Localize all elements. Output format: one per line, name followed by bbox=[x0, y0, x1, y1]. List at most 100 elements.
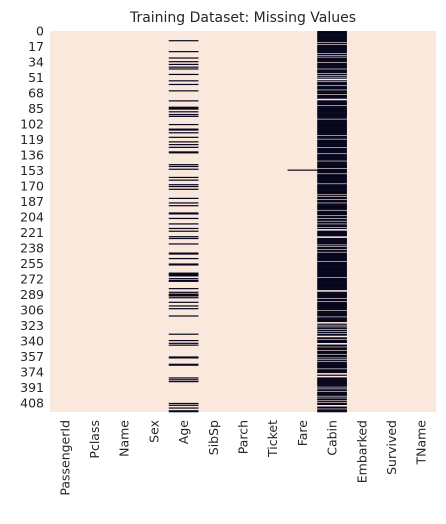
missing-cell bbox=[317, 250, 347, 252]
missing-cell bbox=[317, 144, 347, 146]
missing-cell bbox=[168, 129, 199, 131]
missing-cell bbox=[317, 111, 347, 113]
missing-cell bbox=[317, 58, 347, 60]
missing-cell bbox=[317, 280, 347, 282]
x-tick-label: TName bbox=[414, 420, 429, 466]
missing-cell bbox=[317, 401, 347, 403]
missing-cell bbox=[317, 292, 347, 294]
missing-cell bbox=[317, 121, 347, 123]
missing-cell bbox=[317, 264, 347, 266]
missing-cell bbox=[168, 257, 199, 260]
missing-cell bbox=[317, 164, 347, 166]
missing-cell bbox=[317, 203, 347, 205]
y-tick-label: 340 bbox=[20, 333, 44, 348]
plot-area bbox=[50, 31, 436, 413]
missing-cell bbox=[168, 73, 199, 76]
missing-cell bbox=[317, 60, 347, 62]
missing-cell bbox=[317, 253, 347, 255]
missing-cell bbox=[317, 381, 347, 384]
missing-cell bbox=[317, 318, 347, 320]
missing-cell bbox=[317, 303, 347, 305]
missing-cell bbox=[317, 362, 347, 364]
missing-cell bbox=[317, 149, 347, 151]
missing-cell bbox=[168, 179, 199, 181]
missing-cell bbox=[317, 319, 347, 321]
missing-cell bbox=[317, 151, 347, 153]
missing-cell bbox=[317, 133, 347, 136]
missing-cell bbox=[168, 288, 199, 290]
missing-cell bbox=[168, 263, 199, 265]
missing-cell bbox=[168, 402, 199, 405]
missing-cell bbox=[317, 97, 347, 99]
missing-cell bbox=[317, 370, 347, 372]
missing-cell bbox=[317, 159, 347, 161]
missing-cell bbox=[317, 278, 347, 280]
missing-cell bbox=[317, 141, 347, 143]
missing-cell bbox=[317, 44, 347, 46]
missing-cell bbox=[317, 105, 347, 107]
missing-cell bbox=[317, 135, 347, 138]
missing-cell bbox=[317, 384, 347, 386]
missing-cell bbox=[317, 212, 347, 214]
missing-cell bbox=[317, 50, 347, 52]
missing-cell bbox=[317, 312, 347, 314]
missing-cell bbox=[317, 378, 347, 380]
missing-cell bbox=[317, 259, 347, 261]
y-tick-label: 153 bbox=[20, 163, 44, 178]
missing-cell bbox=[317, 407, 347, 409]
missing-cell bbox=[317, 124, 347, 127]
missing-cell bbox=[168, 66, 199, 68]
missing-cell bbox=[168, 107, 199, 109]
missing-cell bbox=[317, 291, 347, 293]
missing-cell bbox=[317, 278, 347, 281]
missing-cell bbox=[168, 293, 199, 295]
missing-cell bbox=[317, 199, 347, 201]
x-tick-label: Parch bbox=[236, 420, 251, 454]
x-tick-label: Ticket bbox=[265, 420, 280, 458]
missing-cell bbox=[168, 202, 199, 204]
missing-cell bbox=[317, 302, 347, 304]
y-tick-label: 136 bbox=[20, 147, 44, 162]
missing-cell bbox=[317, 140, 347, 142]
missing-cell bbox=[168, 184, 199, 186]
missing-cell bbox=[317, 207, 347, 210]
missing-cell bbox=[317, 122, 347, 124]
missing-cell bbox=[317, 157, 347, 159]
missing-cell bbox=[317, 103, 347, 105]
missing-cell bbox=[317, 85, 347, 87]
missing-cell bbox=[168, 57, 199, 59]
missing-cell bbox=[317, 325, 347, 327]
missing-cell bbox=[317, 361, 347, 364]
missing-cell bbox=[317, 131, 347, 133]
missing-cell bbox=[317, 57, 347, 59]
missing-cell bbox=[317, 197, 347, 200]
missing-cell bbox=[168, 315, 199, 317]
y-tick-label: 85 bbox=[28, 101, 44, 116]
missing-cell bbox=[317, 136, 347, 138]
missing-cell bbox=[317, 48, 347, 50]
missing-cell bbox=[168, 197, 199, 200]
x-tick-label: Sex bbox=[146, 420, 161, 443]
missing-cell bbox=[317, 46, 347, 48]
missing-cell bbox=[168, 295, 199, 297]
missing-cell bbox=[168, 83, 199, 86]
missing-cell bbox=[317, 360, 347, 362]
x-tick-label: Fare bbox=[295, 420, 310, 447]
missing-cell bbox=[168, 294, 199, 296]
missing-cell bbox=[168, 185, 199, 188]
missing-cell bbox=[317, 319, 347, 322]
missing-cell bbox=[317, 305, 347, 307]
y-tick-label: 323 bbox=[20, 318, 44, 333]
missing-cell bbox=[317, 158, 347, 160]
missing-cell bbox=[317, 252, 347, 254]
missing-cell bbox=[317, 334, 347, 336]
missing-cell bbox=[168, 272, 199, 274]
missing-cell bbox=[317, 258, 347, 261]
missing-cell bbox=[317, 120, 347, 122]
missing-cell bbox=[317, 73, 347, 76]
missing-cell bbox=[317, 96, 347, 98]
missing-cell bbox=[317, 350, 347, 353]
missing-cell bbox=[317, 163, 347, 165]
missing-cell bbox=[168, 188, 199, 190]
missing-cell bbox=[317, 306, 347, 308]
